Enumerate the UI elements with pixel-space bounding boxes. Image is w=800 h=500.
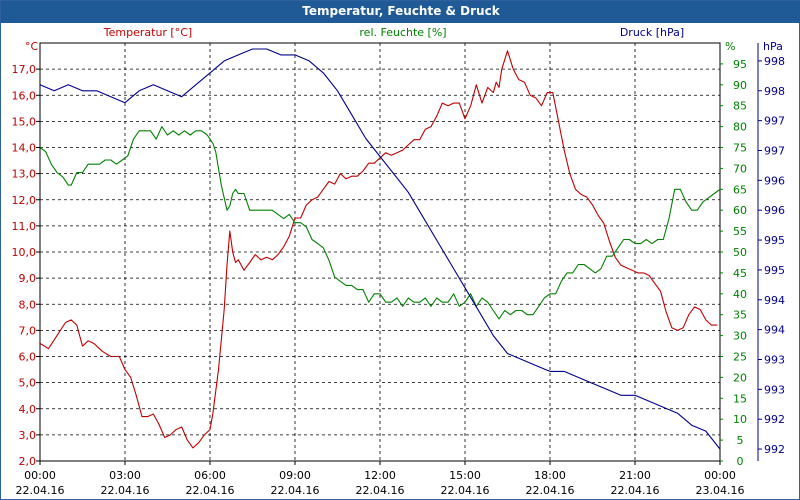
left-tick-label: 13,0 <box>12 168 37 181</box>
right-tick-label: 996 <box>764 204 785 217</box>
series-line-mid <box>39 126 721 320</box>
x-tick-date: 22.04.16 <box>186 484 235 497</box>
left-tick-label: 8,0 <box>19 298 37 311</box>
right-tick-label: 997 <box>764 115 785 128</box>
series-line-right <box>39 48 721 450</box>
left-tick-label: 14,0 <box>12 142 37 155</box>
right-tick-label: 997 <box>764 144 785 157</box>
x-tick-time: 09:00 <box>279 469 311 482</box>
mid-tick-label: 55 <box>733 225 747 238</box>
x-tick-date: 22.04.16 <box>611 484 660 497</box>
mid-tick-label: 40 <box>733 288 747 301</box>
x-tick-date: 22.04.16 <box>16 484 65 497</box>
left-tick-label: 9,0 <box>19 272 37 285</box>
x-tick-time: 03:00 <box>109 469 141 482</box>
left-tick-label: 6,0 <box>19 351 37 364</box>
x-axis: 00:00 22.04.16 03:00 22.04.16 06:00 22.04.16 0… <box>16 461 745 497</box>
right-tick-label: 996 <box>764 174 785 187</box>
x-tick-time: 18:00 <box>534 469 566 482</box>
humidity-legend-label: rel. Feuchte [%] <box>359 26 446 39</box>
right-tick-label: 992 <box>764 443 785 456</box>
right-tick-label: 995 <box>764 234 785 247</box>
x-tick-time: 15:00 <box>449 469 481 482</box>
mid-axis-unit: % <box>725 40 735 53</box>
x-tick-date: 23.04.16 <box>696 484 745 497</box>
mid-tick-label: 50 <box>733 246 747 259</box>
gridlines <box>40 43 720 461</box>
right-axis-unit: hPa <box>763 40 783 53</box>
x-tick-date: 22.04.16 <box>441 484 490 497</box>
mid-tick-label: 20 <box>733 371 747 384</box>
mid-tick-label: 95 <box>733 58 747 71</box>
mid-tick-label: 5 <box>737 434 744 447</box>
left-tick-label: 4,0 <box>19 403 37 416</box>
left-tick-label: 5,0 <box>19 377 37 390</box>
right-tick-label: 998 <box>764 55 785 68</box>
x-tick-time: 21:00 <box>619 469 651 482</box>
right-axis: 992 992 993 993 994 994 995 995 996 996 997 997 998 9… <box>757 43 785 461</box>
x-tick-time: 12:00 <box>364 469 396 482</box>
left-tick-label: 15,0 <box>12 115 37 128</box>
mid-tick-label: 65 <box>733 183 747 196</box>
x-tick-date: 22.04.16 <box>526 484 575 497</box>
mid-axis: 0 5 10 15 20 25 30 35 40 45 50 55 60 65 70 75 80 85 90 95 <box>720 58 747 468</box>
left-tick-label: 3,0 <box>19 429 37 442</box>
series-layer <box>39 48 721 450</box>
left-tick-label: 11,0 <box>12 220 37 233</box>
x-tick-date: 22.04.16 <box>356 484 405 497</box>
right-tick-label: 994 <box>764 324 785 337</box>
mid-tick-label: 80 <box>733 121 747 134</box>
x-tick-date: 22.04.16 <box>271 484 320 497</box>
right-tick-label: 993 <box>764 353 785 366</box>
left-axis-unit: °C <box>25 40 39 53</box>
pressure-legend-label: Druck [hPa] <box>620 26 684 39</box>
mid-tick-label: 35 <box>733 309 747 322</box>
left-tick-label: 17,0 <box>12 63 37 76</box>
window-title: Temperatur, Feuchte & Druck <box>1 1 800 23</box>
left-tick-label: 10,0 <box>12 246 37 259</box>
left-tick-label: 7,0 <box>19 324 37 337</box>
mid-tick-label: 25 <box>733 351 747 364</box>
mid-tick-label: 15 <box>733 392 747 405</box>
right-tick-label: 995 <box>764 264 785 277</box>
mid-tick-label: 30 <box>733 330 747 343</box>
temperature-legend-label: Temperatur [°C] <box>103 26 192 39</box>
right-tick-label: 998 <box>764 85 785 98</box>
mid-tick-label: 70 <box>733 162 747 175</box>
right-tick-label: 993 <box>764 383 785 396</box>
series-line-left <box>39 50 718 449</box>
left-tick-label: 2,0 <box>19 455 37 468</box>
left-tick-label: 12,0 <box>12 194 37 207</box>
mid-tick-label: 85 <box>733 100 747 113</box>
mid-tick-label: 75 <box>733 142 747 155</box>
left-tick-label: 16,0 <box>12 89 37 102</box>
mid-tick-label: 45 <box>733 267 747 280</box>
right-tick-label: 994 <box>764 294 785 307</box>
mid-tick-label: 0 <box>737 455 744 468</box>
mid-tick-label: 10 <box>733 413 747 426</box>
x-tick-time: 00:00 <box>24 469 56 482</box>
x-tick-date: 22.04.16 <box>101 484 150 497</box>
x-tick-time: 00:00 <box>704 469 736 482</box>
mid-tick-label: 60 <box>733 204 747 217</box>
mid-tick-label: 90 <box>733 79 747 92</box>
left-axis: 2,0 3,0 4,0 5,0 6,0 7,0 8,0 9,0 10,0 11,0 12,0 13,0… <box>12 63 40 468</box>
x-tick-time: 06:00 <box>194 469 226 482</box>
right-tick-label: 992 <box>764 413 785 426</box>
